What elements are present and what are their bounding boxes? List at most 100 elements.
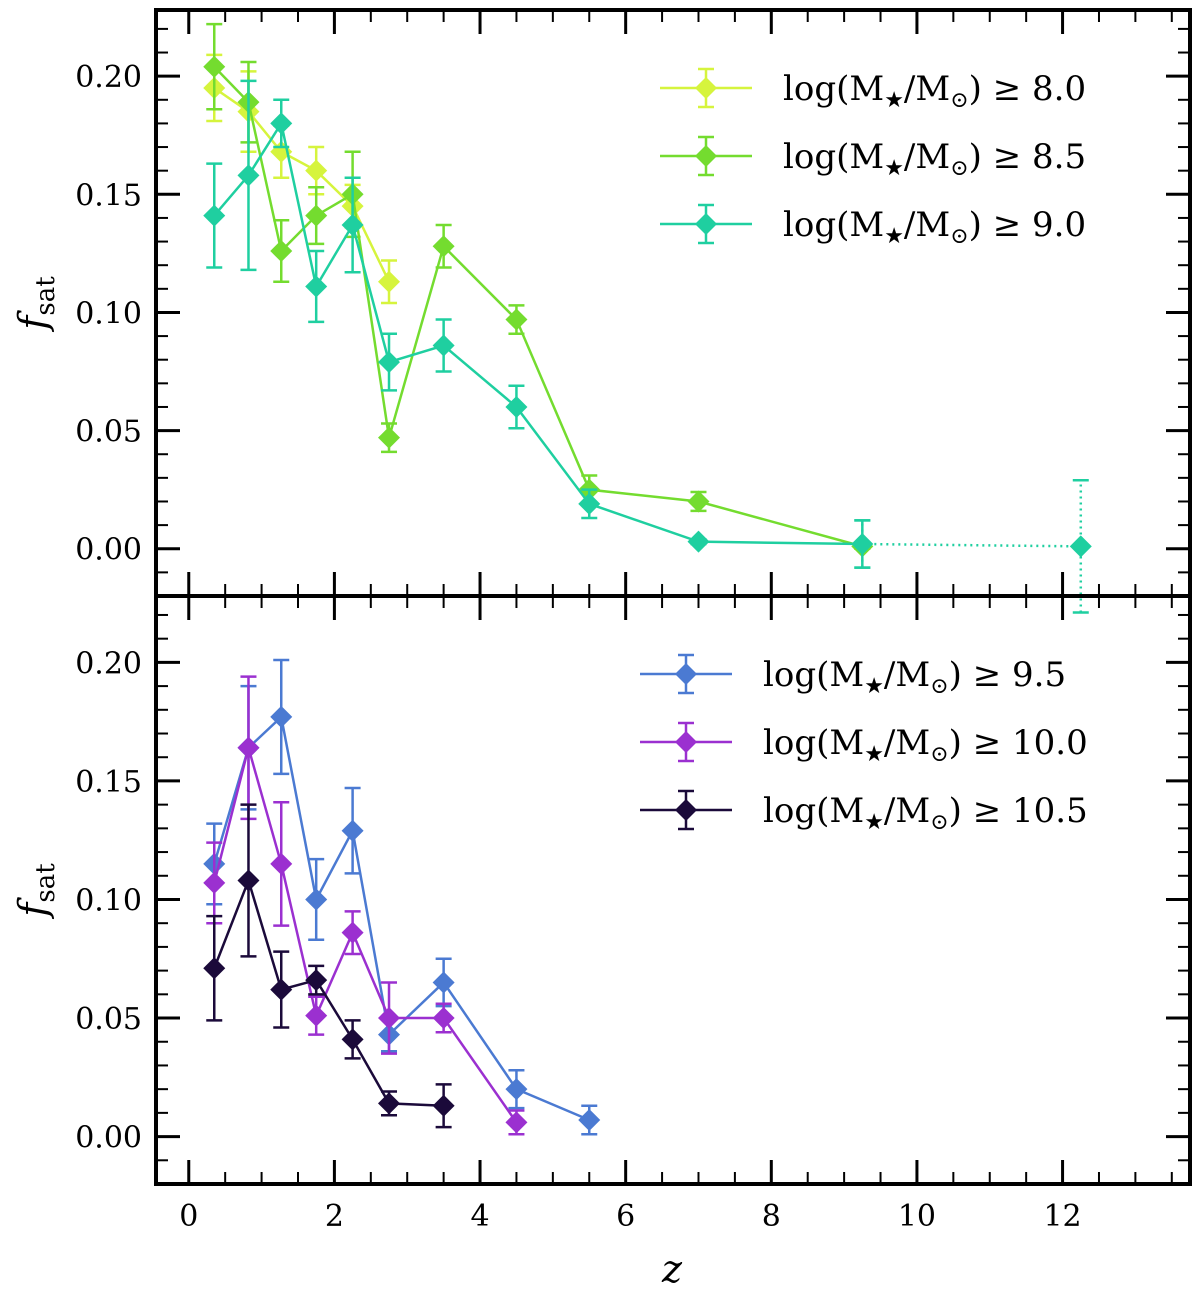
legend-label-prefix: log(M [783, 205, 884, 245]
data-point [305, 888, 328, 911]
legend-label-mid: /M [904, 137, 950, 177]
data-point [505, 1078, 528, 1101]
data-point [341, 819, 364, 842]
series-3 [203, 803, 455, 1129]
x-axis-label: z [661, 1247, 683, 1290]
data-point [432, 334, 455, 357]
legend-label-suffix: ) ≥ 9.0 [969, 205, 1086, 245]
legend-label-prefix: log(M [783, 69, 884, 109]
legend-label-mid: /M [904, 205, 950, 245]
data-point [305, 969, 328, 992]
legend-entry-2: log(M★/M⊙) ≥ 8.5 [660, 135, 1086, 181]
legend-label-suffix: ) ≥ 9.5 [949, 655, 1066, 695]
y-tick-labels: 0.00 0.05 0.10 0.15 0.20 [75, 60, 142, 568]
data-point [270, 978, 293, 1001]
x-tick-label: 0 [179, 1199, 198, 1234]
data-point [270, 240, 293, 263]
legend-label-star: ★ [864, 674, 884, 699]
legend-label-prefix: log(M [763, 655, 864, 695]
data-point [432, 1007, 455, 1030]
legend-label: log(M★/M⊙) ≥ 10.5 [763, 791, 1088, 835]
extension-marker [1069, 535, 1092, 558]
y-axis-label: fsat [11, 863, 61, 920]
x-tick-label: 12 [1043, 1199, 1081, 1234]
legend-label-sun: ⊙ [930, 742, 948, 767]
legend-marker [695, 77, 717, 99]
data-point [341, 921, 364, 944]
y-axis-label: fsat [11, 276, 61, 333]
data-point [237, 869, 260, 892]
y-axis-label-sub: sat [31, 863, 61, 903]
legend-marker [675, 663, 697, 685]
legend-entry-1: log(M★/M⊙) ≥ 9.5 [640, 653, 1066, 699]
data-point [432, 1094, 455, 1117]
data-point [578, 492, 601, 515]
legend-label-mid: /M [884, 791, 930, 831]
data-point [378, 1092, 401, 1115]
legend-label: log(M★/M⊙) ≥ 8.5 [783, 137, 1086, 181]
data-point [270, 852, 293, 875]
y-tick-label: 0.15 [75, 178, 142, 213]
data-point [237, 164, 260, 187]
legend-label-prefix: log(M [783, 137, 884, 177]
legend-entry-3: log(M★/M⊙) ≥ 10.5 [640, 789, 1088, 835]
data-point [305, 159, 328, 182]
legend-entry-3: log(M★/M⊙) ≥ 9.0 [660, 203, 1086, 249]
y-tick-label: 0.10 [75, 296, 142, 331]
series-3 [203, 79, 1092, 614]
legend-label-sun: ⊙ [950, 224, 968, 249]
y-tick-label: 0.00 [75, 1121, 142, 1156]
legend-label: log(M★/M⊙) ≥ 8.0 [783, 69, 1086, 113]
data-point [305, 275, 328, 298]
y-tick-label: 0.05 [75, 415, 142, 450]
data-point [378, 1007, 401, 1030]
data-point [203, 55, 226, 78]
legend-label: log(M★/M⊙) ≥ 9.0 [783, 205, 1086, 249]
legend-label-prefix: log(M [763, 791, 864, 831]
y-tick-labels: 0.00 0.05 0.10 0.15 0.20 [75, 646, 142, 1155]
axes-frame [154, 594, 1192, 1186]
data-point [578, 1108, 601, 1131]
legend-marker [695, 213, 717, 235]
x-tick-label: 10 [898, 1199, 936, 1234]
x-tick-label: 8 [762, 1199, 781, 1234]
x-tick-label: 2 [325, 1199, 344, 1234]
x-axis-label-text: z [661, 1247, 683, 1290]
legend-label: log(M★/M⊙) ≥ 10.0 [763, 723, 1088, 767]
legend-label-sun: ⊙ [930, 810, 948, 835]
series-1 [203, 53, 401, 305]
legend-entry-1: log(M★/M⊙) ≥ 8.0 [660, 67, 1086, 113]
legend-label-star: ★ [864, 810, 884, 835]
y-tick-label: 0.20 [75, 60, 142, 95]
series-extension-line [862, 542, 1081, 548]
panel-bottom: 0.000.050.100.150.200 2 4 6 8 10 12fsatlog(M★/… [11, 594, 1192, 1234]
data-point [687, 490, 710, 513]
legend-label-sun: ⊙ [950, 156, 968, 181]
series-2 [203, 22, 874, 558]
data-point [378, 426, 401, 449]
legend-label-mid: /M [884, 655, 930, 695]
x-tick-labels: 0 2 4 6 8 10 12 [179, 1199, 1081, 1234]
data-point [505, 308, 528, 331]
data-point [203, 957, 226, 980]
series-2 [203, 675, 528, 1136]
legend-label-suffix: ) ≥ 8.5 [969, 137, 1086, 177]
legend-entry-2: log(M★/M⊙) ≥ 10.0 [640, 721, 1088, 767]
x-tick-label: 6 [616, 1199, 635, 1234]
series-line [213, 714, 590, 1122]
legend-label: log(M★/M⊙) ≥ 9.5 [763, 655, 1066, 699]
data-point [203, 871, 226, 894]
y-tick-label: 0.00 [75, 533, 142, 568]
legend-label-suffix: ) ≥ 10.5 [949, 791, 1088, 831]
legend-label-suffix: ) ≥ 8.0 [969, 69, 1086, 109]
legend-label-suffix: ) ≥ 10.0 [949, 723, 1088, 763]
legend-label-sun: ⊙ [930, 674, 948, 699]
y-tick-label: 0.10 [75, 883, 142, 918]
data-point [341, 214, 364, 237]
legend-label-star: ★ [884, 88, 904, 113]
legend-marker [675, 731, 697, 753]
legend-label-prefix: log(M [763, 723, 864, 763]
